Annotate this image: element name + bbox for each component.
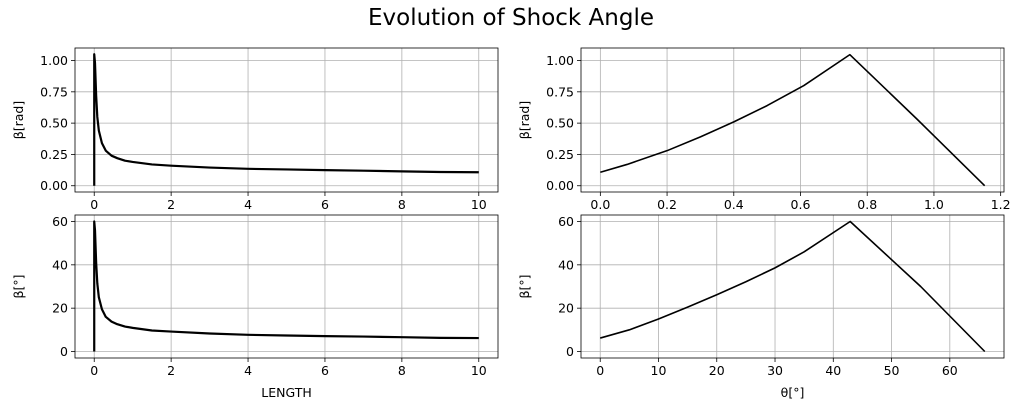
y-axis-label: β[°]	[11, 275, 26, 299]
x-tick-label: 40	[825, 363, 841, 378]
x-tick-label: 10	[471, 363, 487, 378]
subplot-top-right: 0.0 0.2 0.4 0.6 0.8 1.0 1.2 0.00 0.25 0.50 0.75 1.0…	[517, 47, 1011, 212]
x-tick-label: 10	[651, 363, 667, 378]
y-tick-label: 0.75	[546, 84, 574, 99]
x-tick-label: 10	[471, 197, 487, 212]
x-tick-label: 0.0	[590, 197, 610, 212]
x-tick-label: 2	[167, 363, 175, 378]
x-tick-label: 20	[709, 363, 725, 378]
y-tick-label: 40	[52, 257, 68, 272]
series-line	[600, 53, 986, 187]
x-tick-label: 0.2	[657, 197, 677, 212]
series-line	[93, 53, 479, 186]
y-tick-label: 0	[60, 344, 68, 359]
axes-frame	[580, 214, 1005, 359]
y-tick-label: 0.00	[40, 178, 68, 193]
subplot-bottom-left: 0 2 4 6 8 10 0 20 40 60 β[°] LENGTH	[11, 214, 499, 400]
y-tick-label: 60	[52, 214, 68, 229]
x-tick-label: 6	[321, 197, 329, 212]
x-axis-label: LENGTH	[261, 385, 312, 400]
x-tick-label: 0.6	[791, 197, 811, 212]
y-tick-label: 0.50	[40, 116, 68, 131]
x-tick-label: 0	[596, 363, 604, 378]
y-tick-label: 0.00	[546, 178, 574, 193]
y-tick-label: 20	[558, 301, 574, 316]
y-axis-label: β[rad]	[517, 101, 532, 139]
x-tick-label: 0	[90, 197, 98, 212]
y-tick-label: 0.25	[546, 147, 574, 162]
axes-frame	[74, 214, 499, 359]
series-line	[600, 220, 986, 353]
y-tick-label: 0.50	[546, 116, 574, 131]
y-tick-label: 0.75	[40, 84, 68, 99]
axes-frame	[580, 47, 1005, 193]
x-tick-label: 50	[884, 363, 900, 378]
x-tick-label: 8	[398, 363, 406, 378]
x-tick-label: 0	[90, 363, 98, 378]
y-axis-label: β[rad]	[11, 101, 26, 139]
x-tick-label: 6	[321, 363, 329, 378]
x-tick-label: 0.8	[857, 197, 877, 212]
y-tick-label: 60	[558, 214, 574, 229]
x-tick-label: 4	[244, 363, 252, 378]
x-tick-label: 0.4	[724, 197, 744, 212]
subplot-bottom-right: 0 10 20 30 40 50 60 0 20 40 60 β[°] θ[°]	[517, 214, 1005, 400]
x-tick-label: 4	[244, 197, 252, 212]
x-tick-label: 8	[398, 197, 406, 212]
y-axis-label: β[°]	[517, 275, 532, 299]
x-tick-label: 1.2	[991, 197, 1011, 212]
series-line	[93, 220, 479, 352]
y-tick-label: 1.00	[546, 53, 574, 68]
axes-frame	[74, 47, 499, 193]
x-tick-label: 60	[942, 363, 958, 378]
x-axis-label: θ[°]	[781, 385, 805, 400]
figure-title: Evolution of Shock Angle	[367, 5, 654, 31]
y-tick-label: 0	[566, 344, 574, 359]
y-tick-label: 40	[558, 257, 574, 272]
x-tick-label: 1.0	[924, 197, 944, 212]
y-tick-label: 1.00	[40, 53, 68, 68]
x-tick-label: 30	[767, 363, 783, 378]
y-tick-label: 20	[52, 301, 68, 316]
x-tick-label: 2	[167, 197, 175, 212]
y-tick-label: 0.25	[40, 147, 68, 162]
subplot-top-left: 0 2 4 6 8 10 0.00 0.25 0.50 0.75 1.00 β[rad]	[11, 47, 499, 212]
